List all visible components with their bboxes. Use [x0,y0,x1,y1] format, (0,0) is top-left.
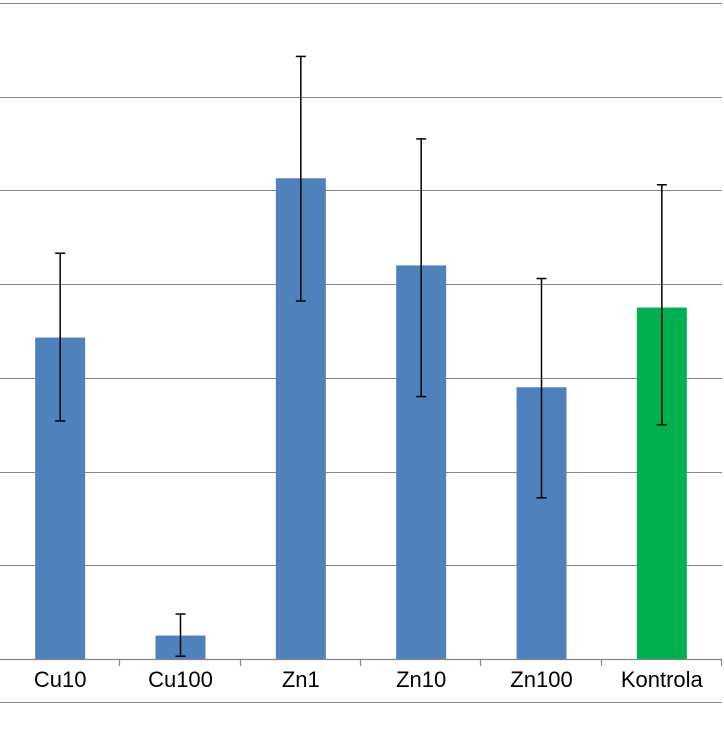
error-bar-kontrola [656,184,667,426]
x-tick-label: Kontrola [621,667,704,692]
x-tick-label: Zn10 [396,667,446,692]
error-bar-zn1 [295,55,306,302]
x-tick-label: Zn1 [282,667,320,692]
error-bar-zn100 [536,277,547,499]
bars [35,178,687,659]
error-bars [55,55,667,657]
x-tick-label: Cu100 [148,667,213,692]
error-bar-cu10 [55,252,66,422]
x-tick-label: Cu10 [34,667,87,692]
error-bar-zn10 [416,138,427,398]
x-tick-label: Zn100 [510,667,572,692]
error-bar-cu100 [175,613,186,657]
category-labels: Cu10 Cu100 Zn1 Zn10 Zn100 Kontrola [34,667,704,692]
x-axis [0,658,723,666]
gridlines [0,3,722,703]
